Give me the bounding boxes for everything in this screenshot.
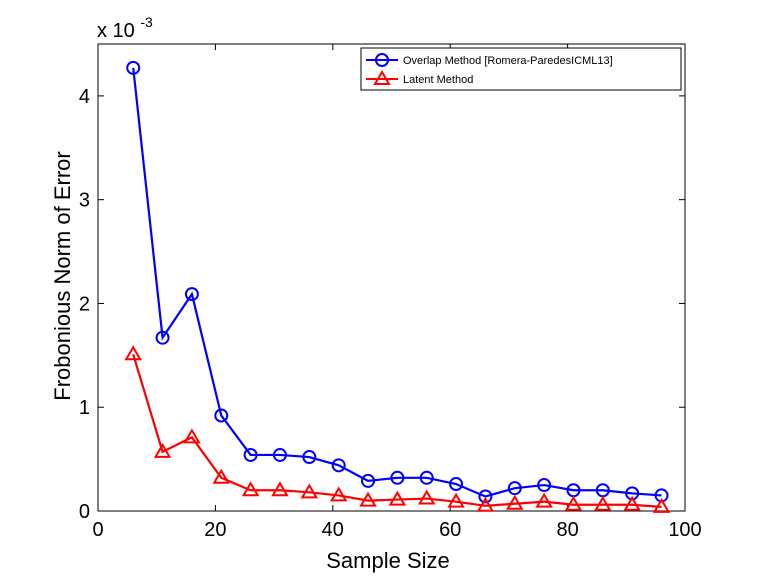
data-point-latent [506, 494, 524, 510]
data-point-overlap [507, 481, 522, 496]
data-point-latent [594, 495, 612, 511]
data-point-latent [183, 428, 201, 444]
legend-box [360, 47, 682, 91]
data-point-overlap [478, 489, 493, 504]
y-tick-label: 0 [79, 501, 90, 523]
data-point-latent [447, 492, 465, 508]
data-point-latent [476, 496, 495, 512]
data-point-overlap [243, 447, 258, 462]
data-point-latent [417, 489, 436, 505]
y-tick-label: 3 [79, 190, 90, 212]
legend-marker-overlap [375, 53, 389, 67]
series-latent [124, 345, 671, 513]
x-axis: 0 20 40 60 80 100 [92, 44, 702, 541]
data-point-overlap [537, 478, 552, 493]
plot-frame [97, 43, 686, 512]
y-scale-factor: x 10 -3 [97, 14, 153, 42]
data-point-latent [564, 495, 583, 511]
x-axis-title: Sample Size [326, 548, 450, 573]
series-layer [124, 60, 671, 513]
data-point-latent [623, 495, 641, 511]
data-point-overlap [419, 470, 434, 485]
x-tick-label: 100 [668, 519, 701, 541]
data-point-overlap [449, 477, 464, 492]
data-point-overlap [126, 60, 141, 75]
data-point-latent [212, 468, 231, 484]
data-point-latent [388, 490, 407, 506]
legend-label-overlap: Overlap Method [Romera-ParedesICML13] [403, 55, 613, 67]
data-point-latent [153, 442, 172, 458]
data-point-overlap [331, 458, 346, 473]
x-tick-label: 20 [204, 519, 226, 541]
data-point-latent [271, 481, 289, 497]
data-point-overlap [302, 450, 317, 465]
y-tick-label: 2 [79, 293, 90, 315]
legend: Overlap Method [Romera-ParedesICML13] La… [360, 47, 682, 91]
data-point-overlap [361, 473, 376, 488]
x-tick-label: 40 [322, 519, 344, 541]
data-point-overlap [155, 330, 170, 345]
series-line-latent [132, 353, 662, 508]
data-point-latent [652, 497, 671, 513]
y-tick-label: 1 [79, 397, 90, 419]
data-point-overlap [272, 447, 287, 462]
y-axis-title: Frobonious Norm of Error [50, 151, 75, 400]
y-tick-label: 4 [79, 86, 90, 108]
plot-area-border [97, 43, 686, 512]
data-point-overlap [390, 470, 405, 485]
data-point-latent [124, 345, 142, 361]
data-point-latent [300, 483, 319, 499]
legend-label-latent: Latent Method [403, 74, 473, 86]
data-point-latent [329, 486, 348, 502]
y-scale-factor-exponent: -3 [140, 14, 153, 30]
legend-entry-overlap: Overlap Method [Romera-ParedesICML13] [366, 53, 613, 67]
legend-marker-latent [373, 70, 391, 85]
y-axis: 0 1 2 3 4 [79, 86, 685, 523]
legend-entry-latent: Latent Method [366, 70, 473, 86]
x-tick-label: 60 [439, 519, 461, 541]
y-scale-factor-base: x 10 [97, 20, 135, 42]
data-point-latent [359, 491, 377, 507]
data-point-overlap [214, 408, 229, 423]
x-tick-label: 80 [556, 519, 578, 541]
data-point-latent [241, 481, 260, 497]
data-point-overlap [184, 287, 199, 302]
data-point-latent [535, 492, 553, 508]
x-tick-label: 0 [92, 519, 103, 541]
series-line-overlap [132, 67, 662, 498]
